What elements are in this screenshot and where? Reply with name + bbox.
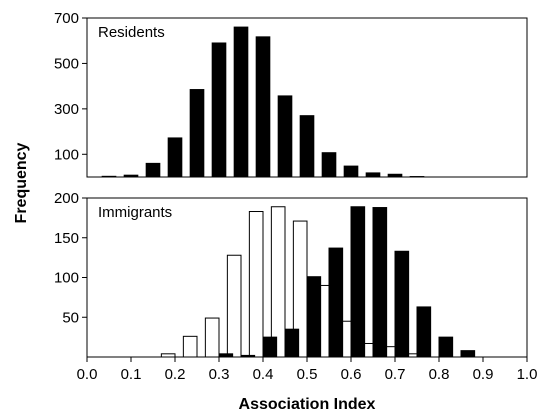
residents-bar <box>299 115 315 178</box>
residents-y-tick-label: 100 <box>54 146 79 163</box>
immigrants-y-tick-label: 150 <box>54 230 79 247</box>
residents-bar <box>233 26 249 178</box>
immigrants-bar <box>460 350 476 358</box>
residents-bar <box>277 95 293 178</box>
immigrants-bar <box>182 335 198 358</box>
x-axis: 0.0 0.1 0.2 0.3 0.4 0.5 0.6 0.7 0.8 0.9 1.0 <box>77 357 538 383</box>
immigrants-bar <box>306 276 322 358</box>
residents-panel: 100 300 500 700 Residents <box>54 10 528 178</box>
immigrants-panel: 50 100 150 200 Immigrants <box>54 190 528 358</box>
immigrants-y-tick-label: 50 <box>62 309 79 326</box>
x-tick-label: 0.8 <box>429 366 450 383</box>
residents-y-tick-label: 700 <box>54 10 79 27</box>
immigrants-bar <box>160 353 176 358</box>
x-tick-label: 0.5 <box>297 366 318 383</box>
immigrants-y-tick-label: 100 <box>54 270 79 287</box>
residents-bar <box>255 36 271 178</box>
immigrants-bar <box>270 206 286 358</box>
residents-y-tick-label: 500 <box>54 55 79 72</box>
residents-bar <box>145 162 161 178</box>
x-tick-label: 1.0 <box>517 366 538 383</box>
immigrants-bar <box>372 207 388 358</box>
immigrants-bar <box>262 336 278 358</box>
residents-bar <box>101 175 117 178</box>
residents-bar <box>123 174 139 178</box>
immigrants-bar <box>226 254 242 358</box>
x-tick-label: 0.0 <box>77 366 98 383</box>
immigrants-bar <box>204 317 220 358</box>
immigrants-bar <box>240 354 256 358</box>
x-tick-label: 0.2 <box>165 366 186 383</box>
residents-bar <box>211 42 227 178</box>
residents-bar <box>343 165 359 178</box>
residents-panel-label: Residents <box>98 24 165 41</box>
immigrants-bar <box>328 247 344 358</box>
immigrants-panel-label: Immigrants <box>98 204 172 221</box>
immigrants-bar <box>248 211 264 358</box>
residents-y-tick-label: 300 <box>54 101 79 118</box>
x-tick-label: 0.3 <box>209 366 230 383</box>
immigrants-bar <box>284 328 300 358</box>
immigrants-bar <box>438 336 454 358</box>
residents-bar <box>387 173 403 178</box>
residents-bar <box>167 137 183 178</box>
x-tick-label: 0.9 <box>473 366 494 383</box>
residents-bar <box>321 152 337 178</box>
immigrants-bar <box>350 206 366 358</box>
immigrants-bar <box>218 353 234 358</box>
immigrants-bar <box>394 250 410 358</box>
immigrants-bar <box>416 306 432 358</box>
x-tick-label: 0.7 <box>385 366 406 383</box>
y-axis-title: Frequency <box>13 142 30 223</box>
x-tick-label: 0.6 <box>341 366 362 383</box>
immigrants-y-tick-label: 200 <box>54 190 79 207</box>
residents-bar <box>189 89 205 178</box>
x-axis-title: Association Index <box>239 396 376 413</box>
x-tick-label: 0.4 <box>253 366 274 383</box>
residents-bar <box>365 172 381 178</box>
x-tick-label: 0.1 <box>121 366 142 383</box>
